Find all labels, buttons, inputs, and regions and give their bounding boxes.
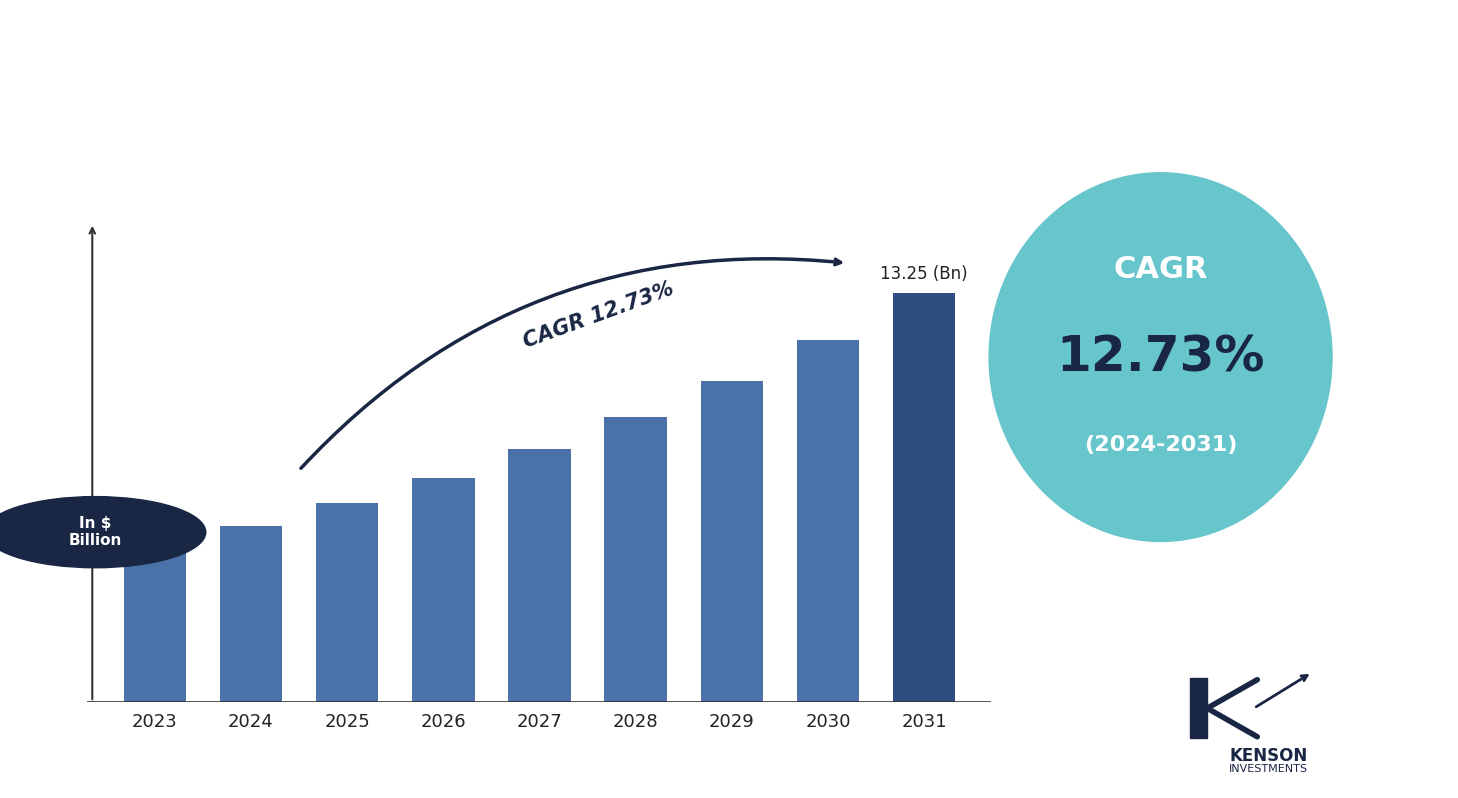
Bar — [413, 478, 474, 702]
Text: 5.07: 5.07 — [137, 518, 174, 536]
Circle shape — [989, 172, 1333, 541]
Bar — [316, 503, 379, 702]
Circle shape — [0, 496, 206, 567]
Text: 12.73%: 12.73% — [1056, 333, 1266, 381]
Bar — [605, 417, 666, 702]
Bar — [509, 449, 570, 702]
Text: (2024-2031): (2024-2031) — [1083, 435, 1238, 455]
Text: 13.25 (Bn): 13.25 (Bn) — [881, 265, 968, 283]
Bar — [700, 381, 763, 702]
Text: INVESTMENTS: INVESTMENTS — [1229, 764, 1308, 774]
Text: KENSON: KENSON — [1229, 747, 1308, 765]
Text: CAGR: CAGR — [1114, 255, 1207, 284]
Text: REGIONAL CRYPTOCURRENCY MARKET OVERVIEW: REGIONAL CRYPTOCURRENCY MARKET OVERVIEW — [223, 39, 1235, 73]
Text: In $
Billion: In $ Billion — [69, 516, 122, 548]
Bar — [1190, 678, 1207, 738]
Bar — [892, 293, 955, 702]
Text: CAGR 12.73%: CAGR 12.73% — [521, 279, 677, 352]
Bar — [796, 340, 859, 702]
Bar — [220, 526, 283, 702]
Bar — [124, 546, 187, 702]
